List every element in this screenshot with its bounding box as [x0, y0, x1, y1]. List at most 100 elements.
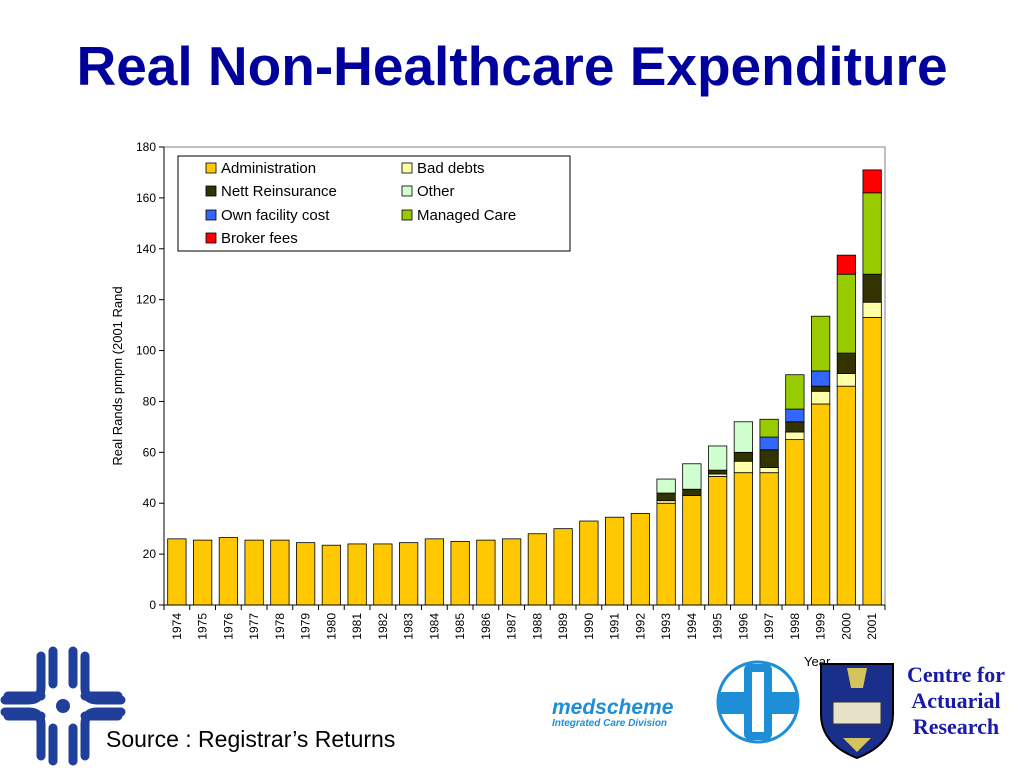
y-tick-label: 20 — [143, 547, 157, 561]
bar-segment — [862, 301, 882, 318]
legend-label: Nett Reinsurance — [221, 183, 337, 200]
y-tick-label: 180 — [136, 140, 156, 154]
x-tick-label: 1979 — [299, 613, 313, 640]
bar-segment — [836, 273, 856, 354]
x-tick-label: 1975 — [196, 613, 210, 640]
y-tick-label: 0 — [149, 598, 156, 612]
bar-segment — [759, 418, 779, 438]
bar-segment — [553, 528, 573, 606]
x-tick-label: 1992 — [633, 613, 647, 640]
bar-segment — [682, 488, 702, 496]
x-tick-label: 1998 — [788, 613, 802, 640]
bar-segment — [656, 502, 676, 606]
bar-segment — [811, 390, 831, 405]
cfar-logo-text: Centre for Actuarial Research — [894, 662, 1018, 740]
x-tick-label: 1985 — [453, 613, 467, 640]
bar-segment — [579, 520, 599, 606]
legend-swatch — [205, 232, 217, 244]
bar-segment — [296, 542, 316, 606]
bar-segment — [270, 539, 290, 606]
legend-label: Own facility cost — [221, 207, 330, 224]
medscheme-mark — [716, 660, 800, 744]
bar-segment — [733, 472, 753, 606]
legend-swatch — [401, 209, 413, 221]
bar-segment — [759, 449, 779, 469]
legend-label: Managed Care — [417, 207, 516, 224]
x-tick-label: 1980 — [324, 613, 338, 640]
y-tick-label: 40 — [143, 496, 157, 510]
bar-segment — [759, 472, 779, 606]
x-tick-label: 1988 — [530, 613, 544, 640]
bar-segment — [836, 385, 856, 606]
legend-label: Broker fees — [221, 230, 298, 247]
crest-logo — [820, 663, 894, 760]
bar-segment — [733, 451, 753, 462]
bar-segment — [862, 169, 882, 194]
legend-label: Other — [417, 183, 455, 200]
y-axis-label: Real Rands pmpm (2001 Rand — [110, 286, 125, 465]
bar-segment — [862, 317, 882, 606]
bar-segment — [218, 537, 238, 606]
bar-segment — [399, 542, 419, 606]
x-tick-label: 1994 — [685, 613, 699, 640]
bar-segment — [785, 421, 805, 433]
source-note: Source : Registrar’s Returns — [106, 726, 396, 752]
x-tick-label: 1995 — [711, 613, 725, 640]
bar-segment — [656, 492, 676, 502]
bar-segment — [193, 539, 213, 606]
bar-segment — [811, 370, 831, 387]
bar-segment — [733, 421, 753, 453]
bar-segment — [785, 439, 805, 606]
cfar-line-1: Centre for — [907, 662, 1005, 687]
bar-segment — [836, 373, 856, 387]
x-tick-label: 1993 — [659, 613, 673, 640]
bar-segment — [373, 543, 393, 606]
bar-segment — [682, 463, 702, 490]
x-tick-label: 1978 — [273, 613, 287, 640]
bar-group — [167, 169, 882, 606]
legend-box — [177, 155, 571, 252]
bar-segment — [476, 539, 496, 606]
bar-segment — [836, 352, 856, 374]
bar-segment — [347, 543, 367, 606]
bar-segment — [811, 385, 831, 392]
bar-segment — [321, 544, 341, 606]
axes: 0 20 40 60 80 100 120 140 160 180 1974 1975 1976 1977… — [136, 140, 886, 640]
y-tick-label: 100 — [136, 344, 156, 358]
bar-segment — [862, 273, 882, 303]
bar-segment — [450, 540, 470, 606]
x-tick-label: 1987 — [505, 613, 519, 640]
x-tick-label: 1977 — [247, 613, 261, 640]
x-tick-label: 1997 — [762, 613, 776, 640]
y-tick-label: 160 — [136, 191, 156, 205]
legend-swatch — [205, 162, 217, 174]
bar-segment — [811, 403, 831, 606]
cfar-line-3: Research — [912, 714, 1000, 739]
legend-label: Administration — [221, 160, 316, 177]
slide-title: Real Non-Healthcare Expenditure — [76, 35, 948, 97]
legend-swatch — [205, 185, 217, 197]
bar-segment — [733, 460, 753, 474]
y-tick-label: 80 — [143, 394, 157, 408]
y-tick-label: 120 — [136, 293, 156, 307]
bar-segment — [785, 408, 805, 423]
x-tick-label: 1990 — [582, 613, 596, 640]
x-tick-label: 1986 — [479, 613, 493, 640]
x-tick-label: 1976 — [221, 613, 235, 640]
bar-segment — [862, 192, 882, 275]
x-tick-label: 1999 — [814, 613, 828, 640]
bar-segment — [811, 315, 831, 372]
x-tick-label: 1991 — [608, 613, 622, 640]
x-tick-label: 1989 — [556, 613, 570, 640]
bar-segment — [682, 495, 702, 606]
legend: Administration Bad debts Nett Reinsurance O… — [177, 155, 571, 252]
bar-segment — [656, 478, 676, 494]
x-tick-label: 1974 — [170, 613, 184, 640]
x-tick-label: 2001 — [865, 613, 879, 640]
legend-swatch — [205, 209, 217, 221]
bar-segment — [708, 469, 728, 475]
x-tick-label: 1983 — [402, 613, 416, 640]
legend-swatch — [401, 185, 413, 197]
medscheme-name: medscheme — [552, 696, 674, 719]
